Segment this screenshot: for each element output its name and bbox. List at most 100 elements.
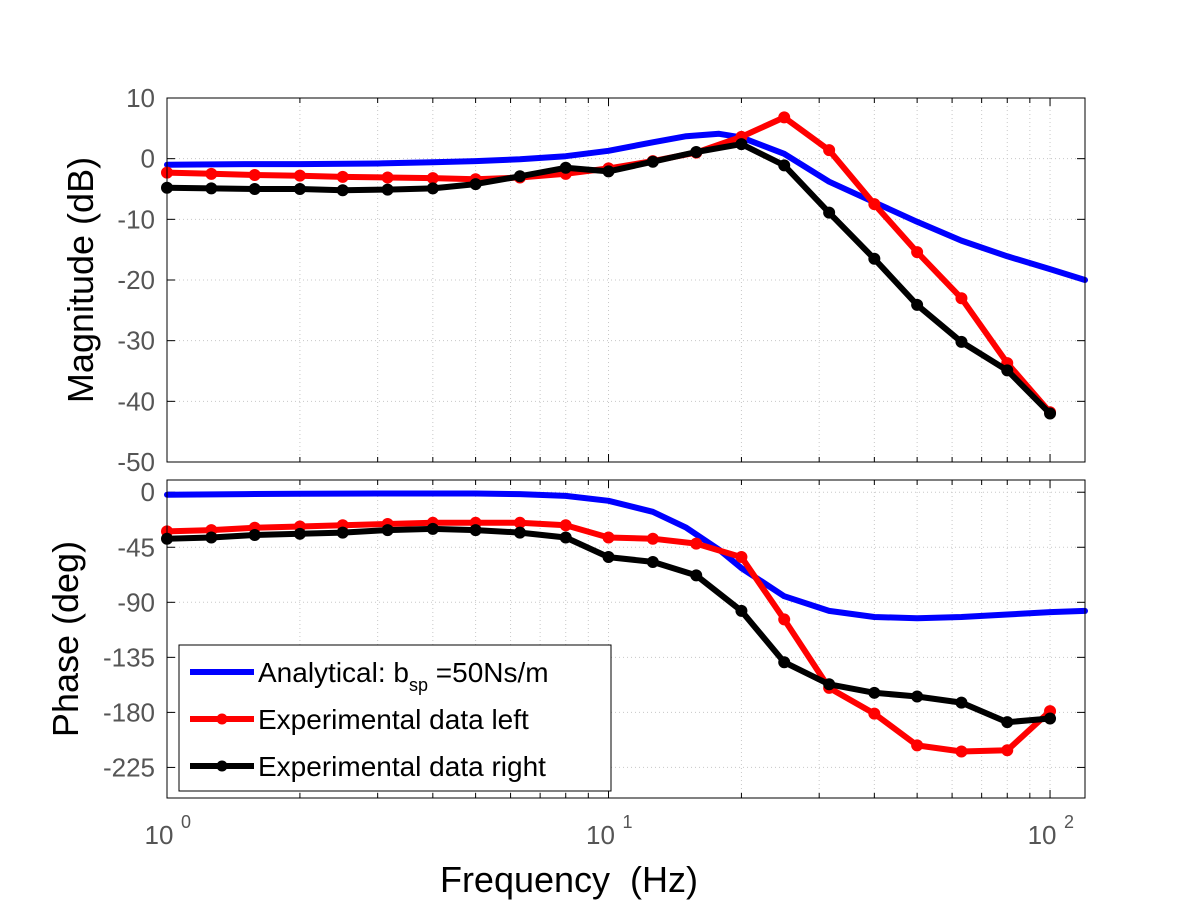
magnitude-y-tick-label: -20 [117, 265, 155, 295]
legend: Analytical: bsp =50Ns/m Experimental data… [178, 644, 612, 792]
magnitude-y-tick-label: -40 [117, 386, 155, 416]
magnitude-series-point-2 [381, 183, 394, 196]
phase-axes-box [166, 479, 1086, 799]
phase-series-point-2 [381, 524, 394, 537]
magnitude-series-point-1 [955, 292, 968, 305]
magnitude-series-point-2 [559, 161, 572, 174]
legend-marker-1 [216, 713, 228, 725]
phase-y-ticks: 0 -45 -90 -135 -180 -225 [103, 477, 155, 782]
phase-x-tick-exponent: 0 [181, 812, 191, 832]
magnitude-series-point-1 [248, 169, 261, 182]
phase-series-point-1 [955, 745, 968, 758]
phase-series-point-1 [1001, 744, 1014, 757]
magnitude-series-point-2 [469, 178, 482, 191]
magnitude-series [161, 111, 1088, 420]
phase-series-point-2 [205, 531, 218, 544]
phase-series-point-1 [868, 707, 881, 720]
phase-series-point-2 [1001, 716, 1014, 729]
phase-series-point-2 [646, 555, 659, 568]
phase-series-point-2 [955, 696, 968, 709]
phase-y-tick-label: -90 [117, 587, 155, 617]
phase-series-point-2 [911, 690, 924, 703]
magnitude-y-tick-label: -50 [117, 447, 155, 477]
phase-y-axis-label: Phase (deg) [45, 541, 86, 737]
legend-label-1: Experimental data left [258, 704, 529, 735]
phase-series [161, 490, 1088, 758]
magnitude-series-point-2 [336, 184, 349, 197]
phase-series-point-2 [868, 686, 881, 699]
legend-marker-2 [216, 760, 228, 772]
phase-series-point-2 [336, 526, 349, 539]
phase-series-point-2 [778, 656, 791, 669]
phase-series-point-1 [735, 551, 748, 564]
magnitude-series-point-1 [778, 111, 791, 124]
magnitude-series-point-1 [293, 169, 306, 182]
phase-series-point-2 [690, 569, 703, 582]
magnitude-series-point-1 [823, 144, 836, 157]
phase-x-tick-label: 10 [1028, 820, 1057, 850]
magnitude-series-point-2 [1001, 364, 1014, 377]
magnitude-series-point-2 [205, 182, 218, 195]
phase-x-tick-exponent: 2 [1064, 812, 1074, 832]
magnitude-series-line-0 [164, 130, 1088, 283]
magnitude-series-point-2 [513, 170, 526, 183]
phase-series-point-2 [248, 529, 261, 542]
phase-y-tick-label: -180 [103, 697, 155, 727]
magnitude-series-point-2 [868, 252, 881, 265]
magnitude-axes-box [166, 97, 1086, 463]
magnitude-series-point-2 [646, 155, 659, 168]
phase-series-point-2 [513, 526, 526, 539]
phase-series-point-1 [602, 531, 615, 544]
magnitude-series-point-1 [381, 171, 394, 184]
magnitude-series-point-1 [911, 246, 924, 259]
magnitude-series-point-2 [823, 206, 836, 219]
phase-series-point-1 [778, 613, 791, 626]
phase-series-line-0 [164, 490, 1088, 622]
phase-x-tick-label: 10 [145, 820, 174, 850]
legend-label-0: Analytical: bsp =50Ns/m [258, 657, 549, 695]
phase-series-point-2 [469, 524, 482, 537]
phase-series-point-1 [690, 537, 703, 550]
magnitude-y-tick-label: 0 [141, 144, 155, 174]
magnitude-series-point-2 [955, 335, 968, 348]
magnitude-series-point-1 [205, 167, 218, 180]
magnitude-y-tick-label: -30 [117, 326, 155, 356]
phase-x-tick-exponent: 1 [623, 812, 633, 832]
legend-items: Analytical: bsp =50Ns/m Experimental data… [190, 657, 549, 782]
frequency-x-axis-label: Frequency (Hz) [440, 859, 698, 900]
phase-series-point-2 [1044, 712, 1057, 725]
magnitude-series-point-2 [602, 165, 615, 178]
magnitude-series-point-2 [735, 138, 748, 151]
magnitude-series-point-1 [868, 198, 881, 211]
phase-series-point-1 [911, 739, 924, 752]
phase-series-point-2 [823, 678, 836, 691]
magnitude-y-ticks: 10 0 -10 -20 -30 -40 -50 [117, 83, 155, 477]
magnitude-series-point-2 [1044, 407, 1057, 420]
phase-series-point-2 [735, 604, 748, 617]
phase-series-point-1 [559, 519, 572, 532]
legend-label-2: Experimental data right [258, 751, 546, 782]
magnitude-series-point-1 [426, 172, 439, 185]
magnitude-series-point-2 [690, 145, 703, 158]
phase-series-point-1 [646, 532, 659, 545]
phase-y-tick-label: -225 [103, 752, 155, 782]
magnitude-y-tick-label: 10 [126, 83, 155, 113]
phase-y-tick-label: -135 [103, 642, 155, 672]
phase-series-point-2 [293, 527, 306, 540]
phase-y-tick-label: -45 [117, 532, 155, 562]
magnitude-series-point-2 [248, 183, 261, 195]
magnitude-series-point-2 [911, 298, 924, 311]
phase-x-ticks: 10 0 10 1 10 2 [145, 812, 1075, 850]
magnitude-panel: 10 0 -10 -20 -30 -40 -50 Magnitude (dB) [60, 83, 1088, 477]
magnitude-series-point-2 [293, 183, 306, 195]
phase-series-point-2 [426, 522, 439, 535]
phase-series-point-2 [559, 531, 572, 544]
phase-x-tick-label: 10 [586, 820, 615, 850]
magnitude-y-tick-label: -10 [117, 204, 155, 234]
phase-series-point-2 [602, 551, 615, 564]
magnitude-series-point-2 [778, 159, 791, 172]
magnitude-series-point-2 [426, 182, 439, 195]
magnitude-y-axis-label: Magnitude (dB) [60, 157, 101, 403]
phase-y-tick-label: 0 [141, 477, 155, 507]
